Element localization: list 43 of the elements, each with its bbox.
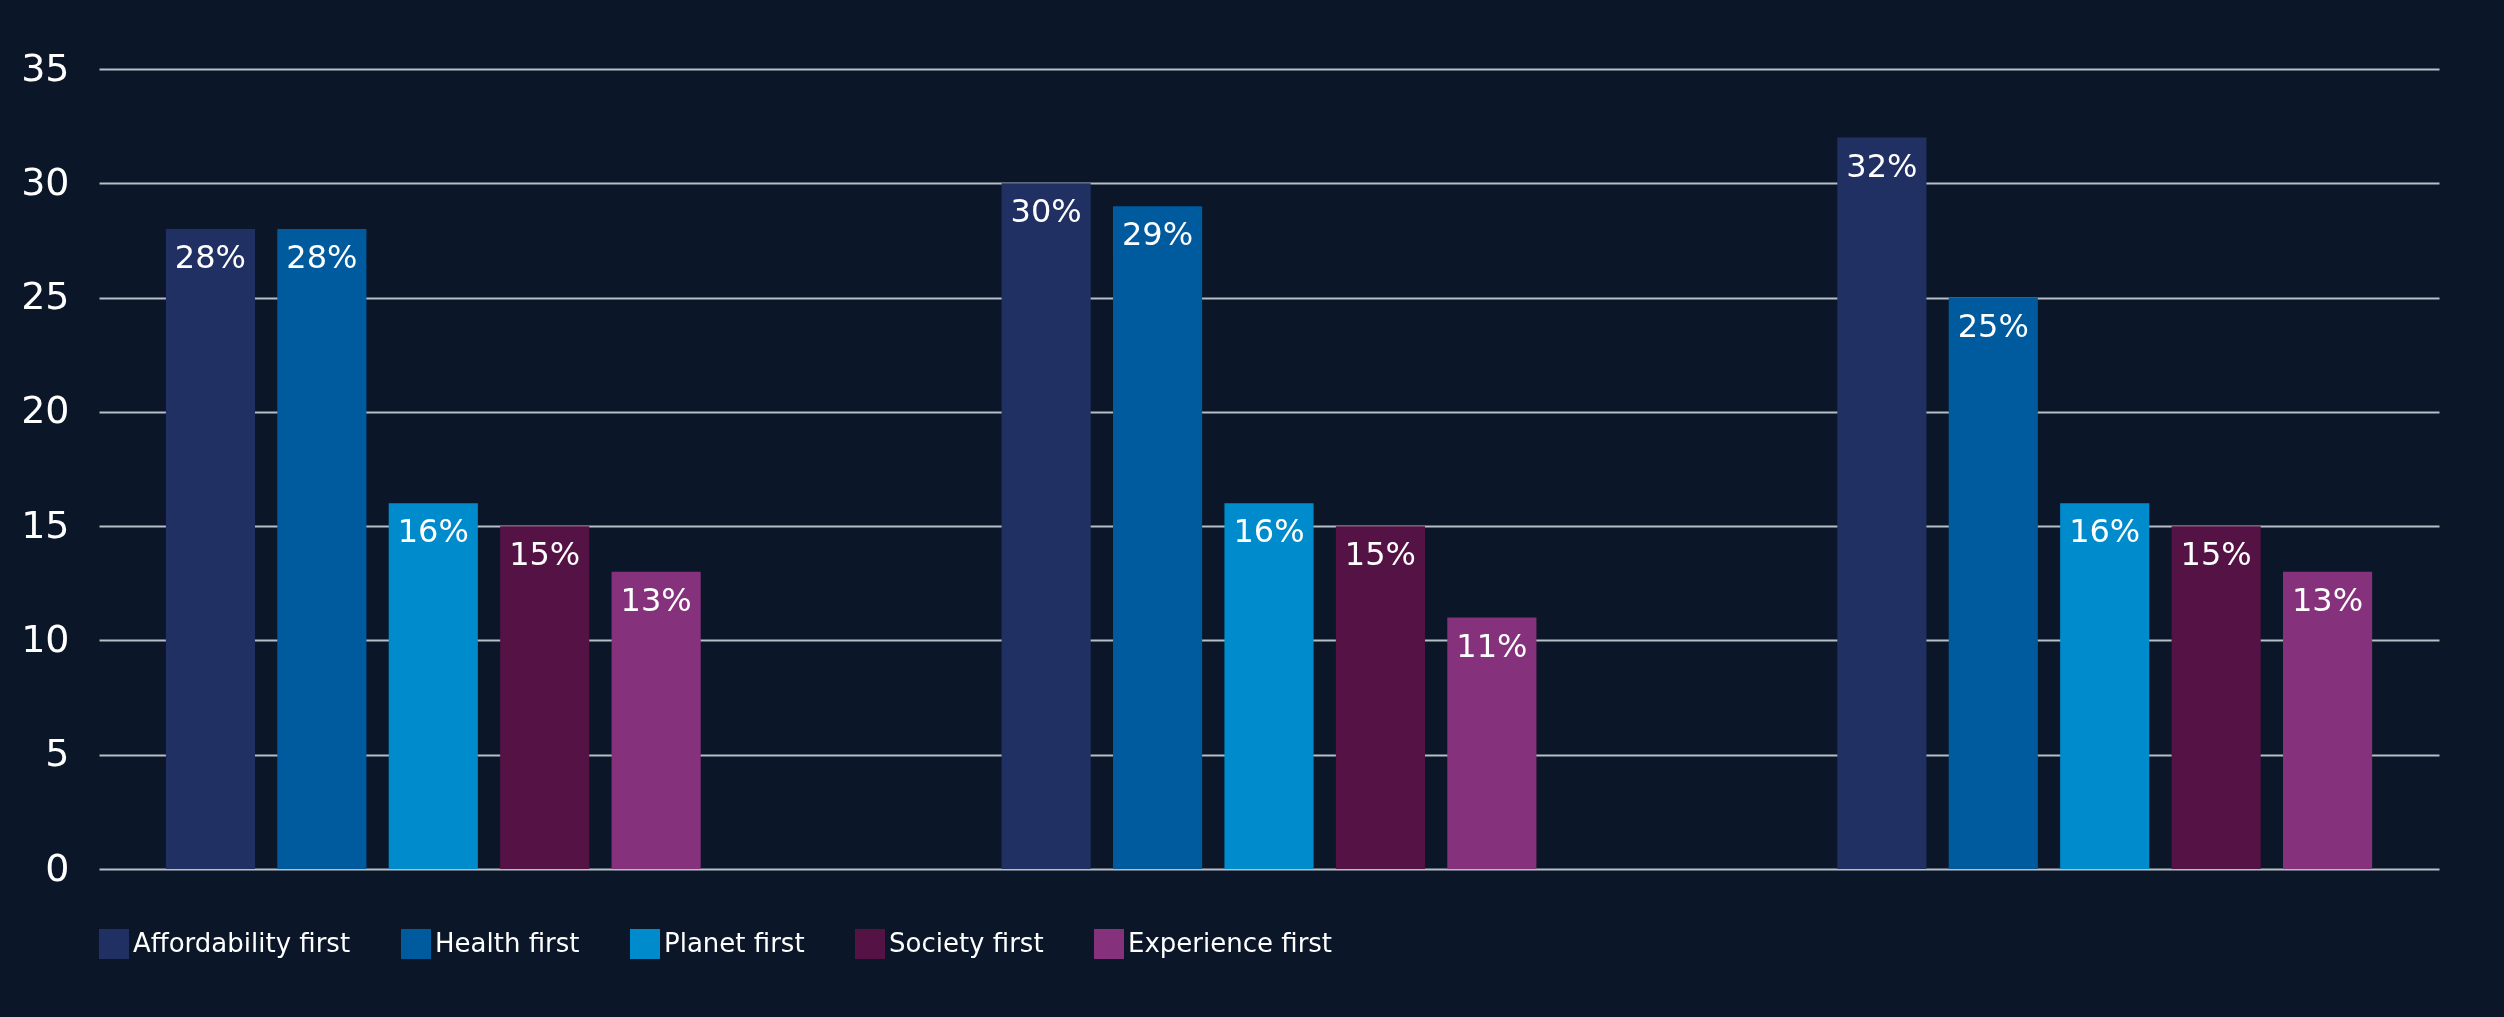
bar — [2283, 571, 2373, 869]
data-label: 25% — [1957, 306, 2029, 345]
bar — [500, 526, 590, 869]
data-label: 29% — [1122, 215, 1194, 254]
y-tick-label: 0 — [45, 845, 70, 890]
bar — [2171, 526, 2261, 869]
legend-label: Experience first — [1128, 928, 1333, 958]
y-tick-label: 30 — [21, 159, 70, 204]
y-tick-label: 35 — [21, 45, 70, 90]
bar — [277, 229, 367, 869]
data-label: 13% — [620, 580, 692, 619]
data-label: 16% — [2069, 512, 2141, 551]
y-tick-label: 5 — [45, 731, 70, 776]
y-tick-label: 25 — [21, 274, 70, 319]
data-label: 28% — [286, 238, 358, 276]
bar — [1447, 617, 1537, 869]
bar — [1224, 503, 1314, 869]
data-label: 30% — [1010, 192, 1082, 231]
y-tick-label: 20 — [21, 388, 70, 433]
data-label: 16% — [397, 512, 469, 551]
bar — [1113, 206, 1203, 869]
bar — [611, 571, 701, 869]
data-label: 15% — [509, 535, 581, 574]
bar — [2060, 503, 2150, 869]
data-label: 16% — [1233, 512, 1305, 551]
legend-label: Health first — [435, 928, 580, 958]
legend-label: Affordability first — [133, 928, 351, 958]
data-label: 15% — [1344, 535, 1416, 574]
bar — [1001, 183, 1091, 869]
data-label: 32% — [1846, 146, 1918, 185]
bar — [1837, 137, 1927, 869]
bar — [1335, 526, 1425, 869]
data-label: 15% — [2180, 535, 2252, 574]
bar — [388, 503, 478, 869]
bar — [165, 229, 255, 869]
data-label: 13% — [2292, 580, 2364, 619]
y-tick-label: 10 — [21, 616, 70, 661]
legend-label: Planet first — [664, 928, 805, 958]
legend-label: Society first — [889, 928, 1044, 958]
data-label: 28% — [174, 238, 246, 276]
bar — [1948, 297, 2038, 869]
y-tick-label: 15 — [21, 502, 70, 547]
data-label: 11% — [1456, 626, 1528, 665]
